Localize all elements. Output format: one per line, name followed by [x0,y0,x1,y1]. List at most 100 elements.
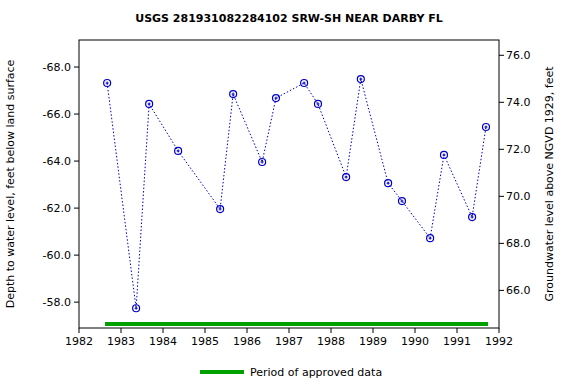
y2-tick-label: 76.0 [506,49,531,62]
data-point [133,305,140,312]
data-line [107,79,486,308]
marker-cross [316,103,319,104]
plot-frame [79,40,499,328]
marker-circle [133,305,140,312]
marker-cross [304,82,305,85]
y2-tick-label: 70.0 [506,190,531,203]
marker-cross [387,183,390,184]
marker-cross [429,238,432,239]
marker-cross [442,154,445,155]
marker-cross [303,83,306,84]
title: USGS 281931082284102 SRW-SH NEAR DARBY F… [135,12,443,25]
x-tick [163,328,164,333]
marker-cross [220,208,221,211]
marker-cross [149,102,150,105]
data-point [427,235,434,242]
marker-circle [427,235,434,242]
y2-tick [499,196,504,197]
data-point [314,100,321,107]
y-tick-label: -58.0 [43,296,71,309]
marker-circle [230,91,237,98]
marker-cross [485,125,486,128]
y2-tick [499,290,504,291]
marker-circle [469,214,476,221]
marker-cross [177,150,180,151]
y-tick-label: -68.0 [43,61,71,74]
x-tick [205,328,206,333]
data-point [175,147,182,154]
plot-area [104,76,490,326]
y-tick [74,114,79,115]
marker-cross [359,79,362,80]
y-tick-label: -60.0 [43,249,71,262]
marker-cross [107,82,108,85]
y2-tick [499,243,504,244]
marker-cross [345,177,348,178]
marker-cross [471,217,474,218]
marker-cross [400,201,403,202]
data-point [482,123,489,130]
y2-tick-label: 72.0 [506,143,531,156]
x-tick [415,328,416,333]
marker-circle [217,206,224,213]
marker-cross [106,83,109,84]
y-tick [74,67,79,68]
marker-circle [314,100,321,107]
x-tick [373,328,374,333]
data-point [104,80,111,87]
y-tick-label: -66.0 [43,108,71,121]
legend-swatch [200,370,244,374]
data-point [146,100,153,107]
x-tick [457,328,458,333]
x-tick-label: 1984 [149,335,177,348]
marker-cross [430,237,431,240]
marker-cross [275,97,276,100]
data-point [301,80,308,87]
data-point [343,174,350,181]
data-point [217,206,224,213]
data-point [230,91,237,98]
y-tick-label: -62.0 [43,202,71,215]
marker-circle [175,147,182,154]
marker-cross [233,93,234,96]
y2-tick-label: 66.0 [506,284,531,297]
x-tick [247,328,248,333]
y2-tick-label: 74.0 [506,96,531,109]
y2-tick-label: 68.0 [506,237,531,250]
x-tick [499,328,500,333]
x-tick-label: 1985 [191,335,219,348]
y-tick [74,302,79,303]
x-tick-label: 1987 [275,335,303,348]
x-tick-label: 1992 [485,335,513,348]
x-tick-label: 1986 [233,335,261,348]
marker-circle [398,198,405,205]
data-point [259,159,266,166]
marker-cross [360,78,361,81]
x-tick [289,328,290,333]
marker-cross [136,307,137,310]
marker-cross [232,94,235,95]
y-tick [74,208,79,209]
marker-cross [443,153,444,156]
x-tick-label: 1983 [107,335,135,348]
marker-circle [301,80,308,87]
x-tick-label: 1982 [65,335,93,348]
y-tick [74,161,79,162]
marker-circle [104,80,111,87]
data-point [272,95,279,102]
y2-axis-label: Groundwater level above NGVD 1929, feet [543,66,556,302]
x-tick-label: 1988 [317,335,345,348]
marker-cross [148,103,151,104]
marker-cross [135,308,138,309]
approved-period-bar [105,322,488,326]
data-point [398,198,405,205]
marker-cross [346,176,347,179]
y2-tick [499,55,504,56]
legend-label: Period of approved data [250,366,382,379]
data-point [385,180,392,187]
y2-tick [499,149,504,150]
marker-cross [274,98,277,99]
marker-circle [357,76,364,83]
marker-circle [385,180,392,187]
chart: USGS 281931082284102 SRW-SH NEAR DARBY F… [0,0,576,384]
